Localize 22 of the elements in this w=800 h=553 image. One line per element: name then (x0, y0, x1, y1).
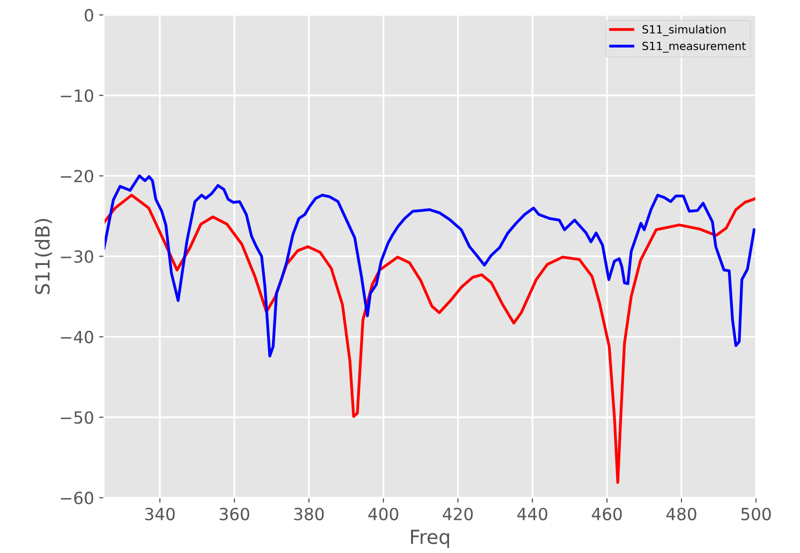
x-tick-label: 440 (517, 508, 548, 520)
y-tick-label: −50 (60, 411, 94, 424)
x-tick-label: 420 (442, 508, 473, 520)
x-tick-label: 340 (145, 508, 175, 520)
legend-label: S11_simulation (642, 24, 726, 36)
y-tick-label: −10 (60, 89, 94, 102)
x-tick-label: 400 (368, 508, 398, 520)
y-tick-label: −20 (60, 170, 94, 182)
x-tick-label: 500 (741, 508, 771, 520)
y-tick-label: 0 (84, 8, 94, 22)
y-axis-title: S11(dB) (34, 219, 52, 294)
x-tick-label: 460 (592, 508, 622, 520)
x-tick-label: 360 (220, 508, 250, 520)
legend-label: S11_measurement (642, 42, 746, 53)
line-series (104, 194, 756, 484)
x-tick-label: 480 (666, 508, 696, 520)
y-tick-label: −40 (60, 330, 94, 344)
line-series (104, 174, 756, 358)
y-tick-label: −30 (60, 250, 94, 263)
x-axis-title: Freq (411, 530, 450, 548)
y-tick-label: −60 (60, 492, 94, 504)
x-tick-label: 380 (294, 508, 324, 520)
